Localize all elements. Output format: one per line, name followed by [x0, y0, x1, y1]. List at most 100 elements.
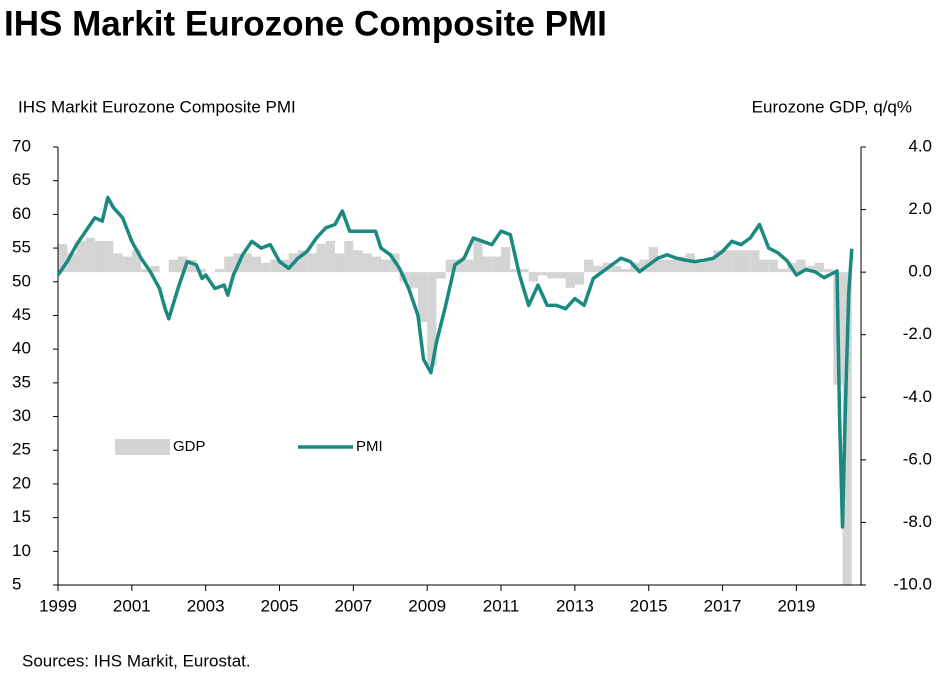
x-tick-label: 2007 [334, 596, 372, 615]
gdp-bar [408, 272, 418, 288]
legend-label: GDP [173, 438, 206, 455]
gdp-bar [777, 269, 788, 273]
gdp-bar [510, 269, 520, 273]
gdp-bar [731, 250, 742, 273]
gdp-bar [94, 240, 105, 273]
bars [58, 237, 852, 585]
gdp-bar [482, 256, 492, 273]
x-tick-label: 2003 [187, 596, 225, 615]
gdp-bar [491, 256, 502, 273]
gdp-bar [113, 253, 123, 273]
gdp-bar [547, 272, 557, 279]
y-tick-label: 70 [12, 136, 31, 155]
gdp-bar [611, 265, 622, 273]
gdp-bar [667, 259, 677, 273]
gdp-bar [104, 240, 114, 273]
gdp-bar [362, 253, 372, 273]
gdp-bar [261, 262, 271, 273]
gdp-bar [473, 240, 483, 273]
y2-tick-label: 4.0 [908, 136, 932, 155]
y-tick-label: 30 [12, 406, 31, 425]
gdp-bar [519, 269, 529, 273]
y2-axis-title: Eurozone GDP, q/q% [752, 97, 912, 116]
gdp-bar [657, 259, 668, 273]
gdp-bar [131, 250, 142, 273]
y-tick-label: 45 [12, 305, 31, 324]
gdp-bar [464, 259, 474, 273]
gdp-bar [177, 256, 188, 273]
x-tick-label: 2001 [113, 596, 151, 615]
gdp-bar [334, 253, 345, 273]
gdp-bar [251, 256, 262, 273]
gdp-bar [445, 259, 455, 273]
gdp-bar [574, 272, 585, 285]
gdp-bar [676, 256, 686, 273]
gdp-bar [187, 259, 197, 273]
x-tick-label: 2013 [556, 596, 594, 615]
gdp-bar [750, 250, 760, 273]
y-tick-label: 20 [12, 473, 31, 492]
gdp-bar [842, 272, 852, 585]
gdp-bar [168, 259, 178, 273]
x-tick-label: 1999 [39, 596, 77, 615]
chart-title: IHS Markit Eurozone Composite PMI [4, 4, 607, 43]
gdp-bar [122, 256, 132, 273]
gdp-bar [713, 250, 723, 273]
pmi-line [56, 195, 854, 529]
gdp-bar [297, 250, 308, 273]
y-tick-label: 50 [12, 271, 31, 290]
y2-tick-label: 0.0 [908, 262, 932, 281]
gdp-bar [85, 237, 95, 273]
source: Sources: IHS Markit, Eurostat. [22, 651, 251, 670]
gdp-bar [593, 265, 603, 273]
gdp-bar [353, 250, 363, 273]
gdp-bar [528, 272, 538, 282]
y-tick-label: 60 [12, 204, 31, 223]
gdp-bar [768, 259, 778, 273]
x-tick-label: 2015 [630, 596, 668, 615]
gdp-bar [454, 259, 465, 273]
gdp-bar [722, 250, 732, 273]
gdp-bar [694, 262, 705, 273]
gdp-bar [639, 259, 649, 273]
y-axis-title: IHS Markit Eurozone Composite PMI [18, 97, 296, 116]
y-tick-label: 5 [12, 574, 21, 593]
gdp-bar [270, 259, 280, 273]
gdp-bar [381, 259, 391, 273]
gdp-bar [685, 253, 695, 273]
gdp-bar [556, 272, 566, 279]
gdp-bar [242, 253, 252, 273]
gdp-bar [224, 256, 234, 273]
gdp-bar [796, 259, 806, 273]
x-tick-label: 2011 [483, 596, 520, 615]
y-tick-label: 35 [12, 372, 31, 391]
y2-tick-label: -6.0 [903, 449, 932, 468]
gdp-bar [58, 243, 68, 273]
gdp-bar [307, 253, 317, 273]
gdp-bar [371, 256, 382, 273]
gdp-bar [824, 269, 834, 273]
gdp-bar [584, 259, 594, 273]
gdp-bar [621, 269, 631, 273]
gdp-bar [501, 247, 511, 273]
y-tick-label: 65 [12, 170, 31, 189]
y-tick-label: 25 [12, 440, 31, 459]
gdp-bar [417, 272, 428, 323]
y2-tick-label: -10.0 [893, 574, 932, 593]
y-tick-label: 15 [12, 507, 31, 526]
gdp-bar [759, 259, 769, 273]
gdp-bar [325, 240, 335, 273]
y-tick-label: 55 [12, 238, 31, 257]
x-tick-label: 2019 [777, 596, 815, 615]
gdp-bar [537, 272, 548, 276]
gdp-bar [196, 269, 206, 273]
x-tick-label: 2009 [408, 596, 446, 615]
y2-tick-label: -2.0 [903, 324, 932, 343]
gdp-bar [704, 259, 714, 273]
legend-swatch [115, 439, 170, 455]
y-tick-label: 40 [12, 339, 31, 358]
x-tick-label: 2017 [704, 596, 742, 615]
gdp-bar [344, 240, 354, 273]
gdp-bar [316, 243, 326, 273]
